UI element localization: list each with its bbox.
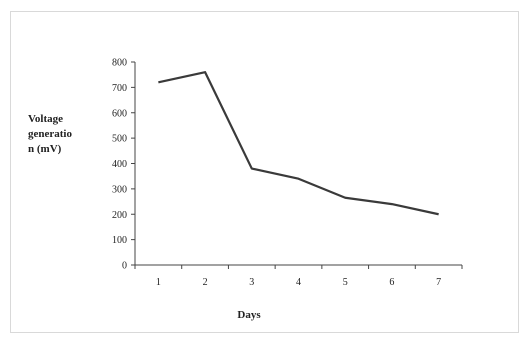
x-tick-label: 4 — [296, 277, 301, 288]
y-tick-label: 700 — [112, 83, 127, 94]
axes — [134, 62, 462, 266]
y-axis-title-line-1: Voltage — [28, 113, 63, 125]
x-tick-label: 3 — [249, 277, 254, 288]
y-tick-label: 200 — [112, 210, 127, 221]
y-tick-label: 600 — [112, 108, 127, 119]
x-tick-label: 1 — [156, 277, 161, 288]
y-axis-title-line-2: generatio — [28, 128, 72, 140]
y-ticks: 0 100 200 300 400 500 600 700 800 — [112, 58, 135, 272]
y-tick-label: 300 — [112, 184, 127, 195]
y-axis-title-line-3: n (mV) — [28, 143, 62, 155]
x-tick-label: 7 — [436, 277, 441, 288]
y-tick-label: 100 — [112, 235, 127, 246]
x-tick-label: 5 — [343, 277, 348, 288]
x-tick-label: 2 — [203, 277, 208, 288]
series-line — [158, 71, 439, 216]
y-axis-title: Voltage generatio n (mV) — [28, 113, 72, 155]
y-tick-label: 0 — [122, 261, 127, 272]
y-tick-label: 800 — [112, 58, 127, 69]
series-layer — [158, 71, 439, 216]
x-ticks: 1 2 3 4 5 6 7 — [134, 265, 463, 288]
x-tick-label: 6 — [389, 277, 394, 288]
y-tick-label: 400 — [112, 159, 127, 170]
x-axis-title: Days — [237, 309, 261, 321]
y-tick-label: 500 — [112, 134, 127, 145]
